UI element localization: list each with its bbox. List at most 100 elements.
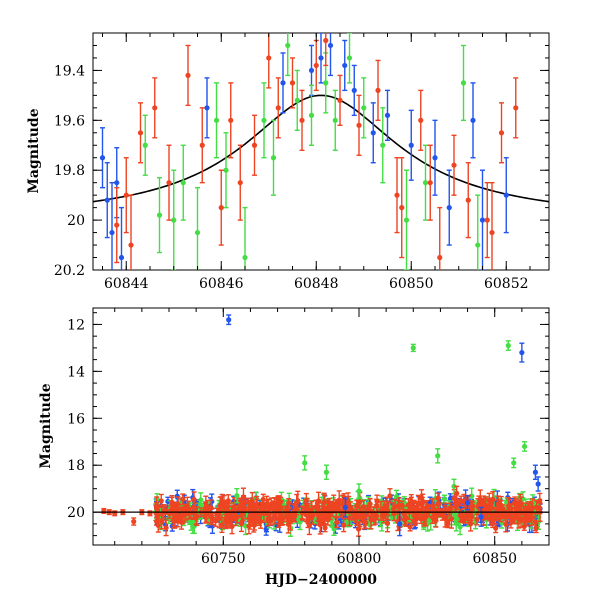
data-point — [308, 84, 315, 146]
data-point — [448, 509, 455, 529]
plot-area-bottom — [93, 314, 549, 537]
data-point — [156, 176, 163, 254]
data-point — [454, 485, 460, 502]
data-point — [213, 514, 219, 527]
x-axis-title-bottom: HJD−2400000 — [265, 572, 377, 588]
series-points — [226, 314, 541, 537]
data-point — [294, 69, 300, 131]
series-points — [234, 340, 528, 504]
data-point — [408, 496, 414, 508]
data-point — [399, 157, 405, 259]
data-point — [336, 500, 342, 511]
data-point — [519, 342, 525, 363]
data-point — [479, 169, 486, 270]
data-point — [114, 186, 120, 264]
data-point — [323, 464, 330, 480]
data-point — [118, 206, 125, 270]
data-point — [253, 495, 260, 514]
data-point — [109, 181, 115, 270]
data-point — [280, 52, 286, 114]
data-point — [484, 181, 490, 259]
data-point — [432, 119, 438, 196]
data-point — [407, 522, 413, 532]
data-point — [180, 144, 186, 221]
data-point — [408, 109, 414, 181]
data-point — [346, 33, 353, 84]
data-point — [226, 314, 232, 326]
data-point — [219, 516, 225, 534]
data-point — [532, 464, 539, 480]
data-point — [422, 144, 429, 221]
data-point — [289, 57, 296, 109]
x-tick-label: 60850 — [472, 551, 517, 567]
data-point — [342, 497, 349, 518]
data-point — [478, 506, 484, 527]
data-point — [438, 508, 445, 518]
data-point — [104, 162, 110, 239]
series-points — [101, 485, 492, 526]
chart-panel-top: 60844 60846 60848 60850 60852 19.4 19.6 19.8 20 2… — [26, 32, 550, 292]
data-point — [361, 77, 367, 139]
series-points — [99, 33, 509, 270]
axes-bottom: 60750 60800 60850 12 14 16 18 20 — [67, 308, 550, 567]
plot-area-top — [93, 33, 549, 270]
data-point — [465, 162, 471, 239]
data-point — [342, 39, 348, 92]
data-point — [101, 507, 107, 515]
y-tick-label: 14 — [67, 364, 85, 380]
data-point — [285, 33, 291, 77]
data-point — [163, 505, 169, 515]
data-point — [332, 89, 338, 151]
data-point — [458, 495, 464, 507]
x-tick-label: 60844 — [104, 276, 149, 292]
data-point — [147, 510, 153, 517]
data-point — [418, 89, 424, 151]
model-curve — [93, 94, 549, 203]
data-point — [350, 508, 356, 521]
y-tick-label: 19.4 — [54, 63, 85, 79]
data-point — [270, 119, 277, 196]
y-tick-label: 12 — [67, 317, 85, 333]
data-point — [275, 77, 281, 139]
data-point — [185, 44, 191, 107]
y-axis-title-top: Magnitude — [26, 108, 42, 193]
data-point — [251, 512, 257, 533]
x-tick-label: 60848 — [294, 276, 339, 292]
data-point — [276, 495, 282, 515]
data-point — [266, 33, 272, 89]
data-point — [265, 498, 272, 519]
data-point — [204, 77, 210, 139]
data-point — [516, 510, 522, 529]
data-point — [249, 491, 255, 511]
x-tick-label: 60850 — [389, 276, 434, 292]
data-point — [490, 519, 496, 529]
data-point — [410, 343, 416, 353]
data-point — [486, 492, 492, 509]
data-point — [158, 493, 164, 509]
data-point — [433, 513, 439, 528]
data-point — [178, 508, 184, 524]
data-point — [139, 509, 145, 516]
y-tick-label: 20.2 — [54, 263, 85, 279]
data-point — [163, 519, 169, 537]
data-point — [242, 499, 248, 520]
data-point — [313, 39, 319, 92]
data-point — [334, 516, 340, 529]
data-point — [323, 33, 329, 67]
data-point — [256, 517, 263, 527]
data-point — [507, 507, 513, 526]
data-point — [234, 487, 240, 504]
data-point — [435, 448, 441, 464]
data-point — [474, 513, 480, 526]
data-point — [171, 169, 177, 270]
data-point — [489, 181, 495, 270]
data-point — [302, 455, 308, 471]
data-point — [166, 144, 172, 221]
data-point — [511, 513, 517, 525]
data-point — [242, 206, 248, 270]
data-point — [394, 157, 400, 234]
data-point — [503, 157, 509, 234]
data-point — [237, 144, 243, 221]
data-point — [396, 497, 402, 514]
data-point — [356, 483, 362, 499]
